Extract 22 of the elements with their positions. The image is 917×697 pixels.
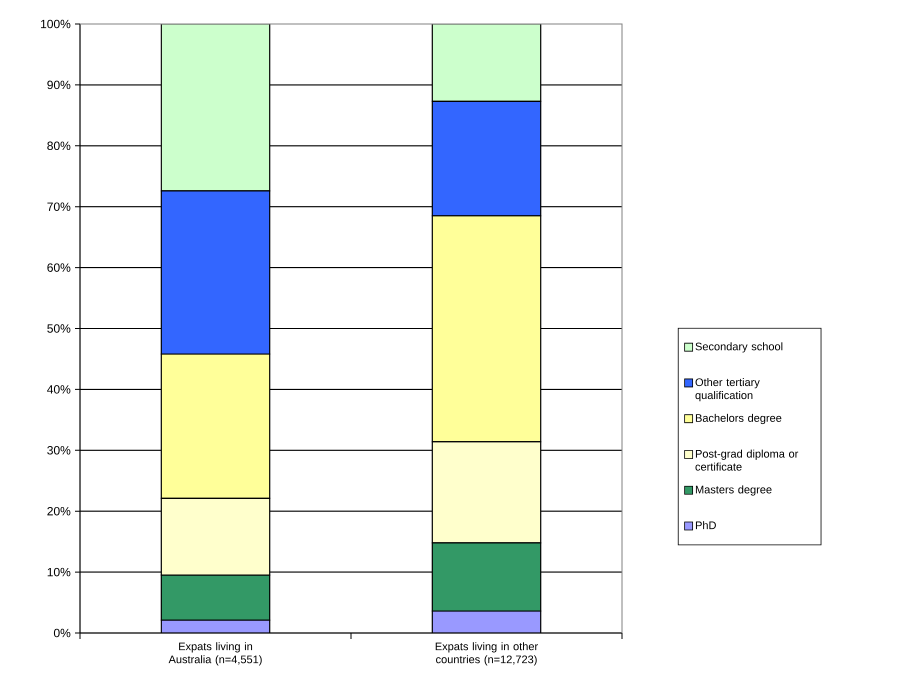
- y-tick-label: 70%: [47, 202, 70, 211]
- y-tick-label: 80%: [47, 142, 70, 150]
- legend-label: PhD: [696, 521, 716, 530]
- bar: [432, 24, 542, 102]
- x-tick-label: Expats living in Australia (n=4,551): [168, 642, 262, 666]
- y-tick-label: 90%: [47, 80, 70, 90]
- y-tick-label: 60%: [47, 263, 70, 272]
- bar: [432, 610, 542, 633]
- legend-label: Other tertiary qualification: [695, 378, 760, 402]
- legend-label: Post-grad diploma or certificate: [696, 450, 798, 471]
- y-tick-label: 50%: [47, 324, 70, 333]
- legend-label: Bachelors degree: [696, 414, 782, 424]
- legend-label: Secondary school: [696, 342, 782, 353]
- y-tick-label: 20%: [47, 506, 70, 516]
- y-tick-label: 40%: [47, 385, 70, 394]
- y-tick-label: 100%: [41, 20, 70, 28]
- bar: [160, 24, 270, 192]
- y-tick-label: 0%: [54, 628, 70, 638]
- y-tick-label: 10%: [48, 568, 70, 576]
- legend-label: Masters degree: [696, 485, 772, 496]
- x-tick-label: Expats living in other countries (n=12,723): [436, 642, 538, 666]
- y-tick-label: 30%: [47, 446, 70, 455]
